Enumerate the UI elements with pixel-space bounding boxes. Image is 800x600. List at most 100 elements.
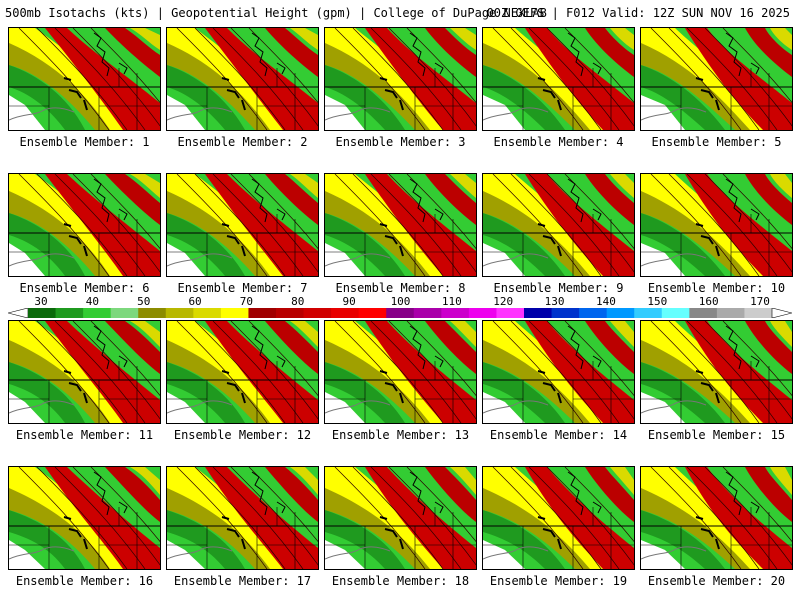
ensemble-panel-1[interactable]	[8, 27, 161, 131]
ensemble-caption: Ensemble Member: 5	[651, 135, 782, 149]
ensemble-panel-17[interactable]	[166, 466, 319, 570]
colorbar-swatch	[110, 308, 139, 318]
isotach-70-edge	[130, 467, 160, 495]
isotach-50-corner	[145, 321, 160, 332]
ensemble-panel-14[interactable]	[482, 320, 635, 424]
colorbar-label: 80	[291, 295, 305, 308]
height-contour	[194, 467, 286, 569]
colorbar-swatch	[138, 308, 167, 318]
ensemble-caption: Ensemble Member: 9	[493, 281, 624, 295]
colorbar-label: 60	[188, 295, 202, 308]
height-contour	[230, 174, 318, 273]
isotach-60-band	[483, 334, 595, 423]
height-contour	[510, 321, 602, 423]
coastline	[251, 471, 286, 516]
jet-streak-band	[425, 174, 476, 225]
low-wind-area	[167, 540, 205, 569]
ensemble-panel-3[interactable]	[324, 27, 477, 131]
isotach-map	[483, 467, 634, 569]
height-contour	[54, 321, 146, 423]
lakes	[537, 223, 562, 257]
geo-boundary	[9, 253, 75, 267]
lakes	[379, 516, 404, 550]
colorbar-label: 130	[544, 295, 565, 308]
jet-streak-band	[585, 28, 634, 77]
jet-streak-band	[105, 174, 160, 225]
lakes	[221, 516, 246, 550]
geo-boundary	[325, 546, 391, 560]
ensemble-panel-19[interactable]	[482, 466, 635, 570]
jet-streak-band	[745, 174, 792, 225]
isotach-70-edge	[290, 28, 318, 50]
isotach-50-corner	[145, 174, 160, 183]
isotach-40-band	[9, 213, 85, 276]
height-contour	[36, 467, 128, 569]
ensemble-panel-9[interactable]	[482, 173, 635, 277]
coastline	[93, 178, 128, 223]
colorbar-swatch	[441, 308, 470, 318]
isotach-map	[167, 28, 318, 130]
isotach-50-corner	[305, 467, 318, 480]
height-contour	[370, 174, 462, 276]
low-wind-area	[167, 243, 205, 276]
height-contour	[668, 174, 760, 276]
jet-streak-band	[425, 28, 476, 77]
low-wind-area	[641, 243, 685, 276]
colorbar-swatch	[303, 308, 332, 318]
ensemble-panel-10[interactable]	[640, 173, 793, 277]
height-contour	[510, 174, 602, 276]
ensemble-panel-7[interactable]	[166, 173, 319, 277]
isotach-70-edge	[450, 467, 476, 495]
geo-boundary	[325, 253, 391, 267]
isotach-70-edge	[610, 321, 634, 347]
ensemble-panel-8[interactable]	[324, 173, 477, 277]
title-run-valid: 00Z GEFS | F012 Valid: 12Z SUN NOV 16 20…	[486, 6, 790, 20]
isotach-map	[483, 28, 634, 130]
jet-streak-band	[265, 174, 318, 225]
height-contour	[686, 467, 778, 569]
isotach-50-corner	[465, 321, 476, 332]
geo-boundary	[483, 400, 549, 414]
ensemble-panel-5[interactable]	[640, 27, 793, 131]
ensemble-caption: Ensemble Member: 3	[335, 135, 466, 149]
colorbar-swatch	[28, 308, 57, 318]
ensemble-caption: Ensemble Member: 14	[489, 428, 628, 442]
jet-streak-band	[745, 467, 792, 522]
ensemble-panel-11[interactable]	[8, 320, 161, 424]
jet-core-90-band	[205, 28, 318, 130]
colorbar-swatch	[331, 308, 360, 318]
isotach-map	[325, 321, 476, 423]
lakes	[695, 223, 720, 257]
ensemble-panel-12[interactable]	[166, 320, 319, 424]
ensemble-panel-4[interactable]	[482, 27, 635, 131]
ensemble-panel-2[interactable]	[166, 27, 319, 131]
jet-streak-band	[745, 321, 792, 374]
ensemble-panel-16[interactable]	[8, 466, 161, 570]
ensemble-panel-6[interactable]	[8, 173, 161, 277]
colorbar-swatch	[524, 308, 553, 318]
ensemble-panel-15[interactable]	[640, 320, 793, 424]
colorbar-swatch	[661, 308, 690, 318]
geo-boundary	[9, 400, 75, 414]
ensemble-panel-18[interactable]	[324, 466, 477, 570]
isotach-60-band	[9, 334, 115, 423]
ensemble-caption: Ensemble Member: 7	[177, 281, 308, 295]
ensemble-panel-13[interactable]	[324, 320, 477, 424]
ensemble-panel-20[interactable]	[640, 466, 793, 570]
coastline	[409, 325, 444, 370]
colorbar-label: 170	[750, 295, 770, 308]
coastline	[409, 32, 444, 77]
jet-streak-band	[265, 321, 318, 374]
jet-streak-band	[585, 321, 634, 374]
isotach-50-corner	[145, 467, 160, 480]
isotach-50-corner	[465, 467, 476, 480]
colorbar-swatch	[83, 308, 112, 318]
coastline	[725, 471, 760, 516]
colorbar-swatch	[579, 308, 608, 318]
isotach-map	[9, 321, 160, 423]
jet-core-90-band	[525, 467, 634, 569]
height-contour	[388, 467, 476, 566]
geo-boundary	[483, 107, 549, 121]
isotach-50-corner	[785, 28, 792, 35]
isotach-60-band	[167, 37, 275, 130]
